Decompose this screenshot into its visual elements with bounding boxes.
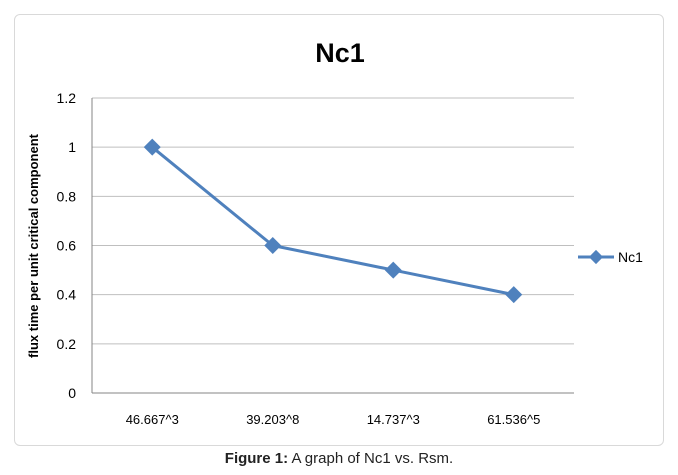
y-tick-label: 0: [68, 385, 76, 401]
x-tick-label: 61.536^5: [487, 412, 540, 427]
data-point: [505, 286, 523, 304]
series-nc1: [143, 138, 523, 304]
caption-text: A graph of Nc1 vs. Rsm.: [288, 450, 454, 467]
y-tick-label: 0.6: [57, 238, 77, 254]
y-tick-label: 1: [68, 139, 76, 155]
legend-marker: [588, 249, 604, 265]
x-tick-label: 39.203^8: [246, 412, 299, 427]
data-point: [264, 237, 282, 254]
gridlines: [91, 97, 574, 394]
data-point: [384, 261, 402, 279]
x-tick-labels: 46.667^3 39.203^8 14.737^3 61.536^5: [126, 412, 541, 427]
caption-label: Figure 1:: [224, 450, 289, 467]
y-axis-label: flux time per unit critical component: [26, 133, 41, 358]
chart-title: Nc1: [315, 38, 365, 68]
legend-label: Nc1: [618, 249, 643, 265]
series-line: [151, 146, 515, 297]
y-tick-label: 0.4: [57, 287, 77, 303]
line-chart: Nc1 flux time per unit critical componen…: [26, 38, 643, 427]
legend: Nc1: [578, 249, 643, 265]
y-tick-labels: 0 0.2 0.4 0.6 0.8 1 1.2: [57, 90, 77, 401]
x-tick-label: 46.667^3: [126, 412, 179, 427]
x-tick-label: 14.737^3: [367, 412, 420, 427]
y-tick-label: 0.2: [57, 336, 77, 352]
y-tick-label: 1.2: [57, 90, 77, 106]
chart-frame: [14, 14, 664, 446]
y-tick-label: 0.8: [57, 188, 77, 204]
figure-caption: Figure 1: A graph of Nc1 vs. Rsm.: [0, 450, 678, 467]
data-point: [143, 138, 161, 156]
